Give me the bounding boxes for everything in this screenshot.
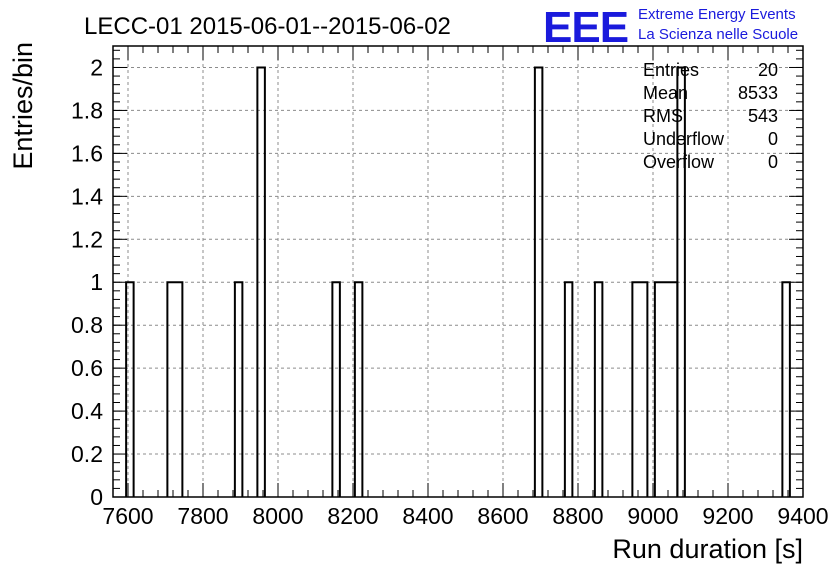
stats-value: 0: [768, 152, 778, 172]
histogram-bar: [256, 66, 266, 497]
eee-logo: EEE Extreme Energy Events La Scienza nel…: [543, 3, 798, 52]
y-tick-label: 1.4: [71, 183, 103, 209]
histogram-bars: [125, 66, 791, 497]
stats-label: Entries: [643, 60, 699, 80]
x-axis-title: Run duration [s]: [612, 534, 803, 564]
histogram-bar: [533, 66, 544, 497]
y-tick-label: 0.8: [71, 312, 103, 338]
logo-mark: EEE: [543, 3, 628, 52]
logo-line-2: La Scienza nelle Scuole: [638, 26, 798, 43]
y-tick-label: 2: [90, 54, 103, 80]
histogram-bar: [631, 281, 649, 497]
stats-value: 543: [748, 106, 778, 126]
y-tick-labels: 0 0.2 0.4 0.6 0.8 1 1.2 1.4 1.6 1.8 2: [71, 54, 103, 510]
histogram-bar: [166, 281, 184, 497]
histogram-bar: [593, 281, 604, 497]
y-tick-label: 0.4: [71, 398, 103, 424]
stats-value: 0: [768, 129, 778, 149]
x-tick-label: 8600: [477, 503, 528, 529]
axes: [112, 45, 804, 498]
stats-box: Entries 20 Mean 8533 RMS 543 Underflow 0 Overflo…: [643, 60, 778, 172]
y-tick-label: 1.6: [71, 140, 103, 166]
histogram-bar: [331, 281, 341, 497]
y-tick-label: 0.2: [71, 441, 103, 467]
histogram-bar: [125, 281, 135, 497]
chart-title: LECC-01 2015-06-01--2015-06-02: [84, 13, 451, 40]
stats-value: 20: [758, 60, 778, 80]
x-tick-label: 9000: [627, 503, 678, 529]
y-tick-label: 0.6: [71, 355, 103, 381]
stats-label: Mean: [643, 83, 688, 103]
grid-lines: [113, 46, 803, 497]
y-tick-label: 1.2: [71, 226, 103, 252]
histogram-bar: [781, 281, 791, 497]
y-tick-label: 0: [90, 484, 103, 510]
stats-label: Underflow: [643, 129, 725, 149]
histogram-bar: [676, 66, 686, 497]
stats-label: RMS: [643, 106, 683, 126]
histogram-bar: [353, 281, 364, 497]
y-tick-label: 1.8: [71, 97, 103, 123]
histogram-bar: [563, 281, 574, 497]
x-tick-label: 7800: [177, 503, 228, 529]
y-axis-title: Entries/bin: [8, 42, 38, 170]
stats-value: 8533: [738, 83, 778, 103]
x-tick-label: 8800: [552, 503, 603, 529]
plot-frame: [112, 45, 804, 498]
x-tick-label: 8400: [402, 503, 453, 529]
histogram-bar: [233, 281, 244, 497]
histogram-bar: [653, 281, 679, 497]
x-tick-label: 7600: [102, 503, 153, 529]
logo-line-1: Extreme Energy Events: [638, 6, 796, 23]
y-tick-label: 1: [90, 269, 103, 295]
x-tick-labels: 7600 7800 8000 8200 8400 8600 8800 9000 9200 9400: [102, 503, 828, 529]
x-tick-label: 8000: [252, 503, 303, 529]
stats-label: Overflow: [643, 152, 715, 172]
x-tick-label: 9200: [702, 503, 753, 529]
x-tick-label: 9400: [777, 503, 828, 529]
x-tick-label: 8200: [327, 503, 378, 529]
